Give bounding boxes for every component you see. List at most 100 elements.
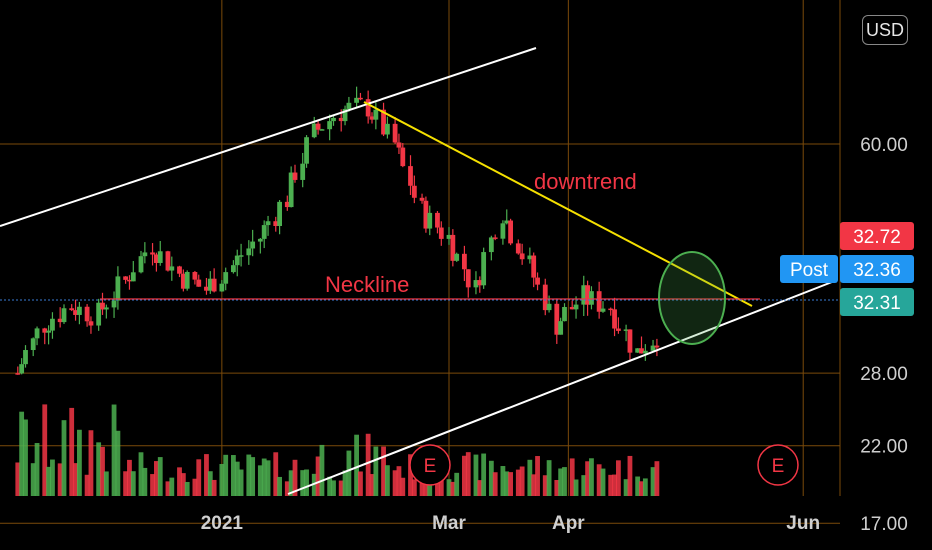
upper-channel-line[interactable] (0, 47, 537, 227)
last-price-badge: 32.31 (840, 288, 914, 316)
candle-body (77, 306, 82, 315)
volume-bar (23, 419, 28, 496)
candle-body (219, 283, 225, 292)
volume-bar (150, 474, 155, 496)
downtrend-line[interactable] (363, 101, 753, 307)
volume-bar (88, 430, 94, 496)
volume-bar (365, 433, 371, 496)
candle-body (231, 265, 236, 273)
candle-body (408, 166, 413, 186)
volume-bar (585, 461, 590, 496)
candle-body (46, 330, 51, 333)
candle-body (381, 109, 386, 135)
time-tick-label: 2021 (201, 513, 244, 534)
lower-channel-line[interactable] (287, 281, 833, 495)
volume-bar (115, 430, 121, 496)
volume-bar (15, 462, 21, 496)
volume-bar (138, 452, 144, 496)
time-axis[interactable]: 2021 Mar Apr Jun (201, 513, 820, 534)
volume-bar (30, 463, 36, 496)
candle-body (315, 123, 321, 130)
price-axis[interactable]: 100.00 60.00 28.00 22.00 17.00 (855, 0, 913, 535)
highlight-circle[interactable] (658, 251, 726, 345)
volume-bar (311, 473, 317, 496)
volume-bar (277, 476, 282, 496)
candle-body (446, 234, 452, 239)
candle-body (558, 321, 564, 335)
candle-body (454, 253, 460, 261)
volume-bars (15, 404, 660, 496)
volume-bar (123, 471, 128, 496)
volume-bar (84, 474, 90, 496)
candle-body (304, 137, 309, 164)
volume-bar (488, 460, 494, 496)
candle-body (331, 117, 336, 122)
volume-bar (261, 458, 267, 496)
candle-body (488, 237, 494, 253)
candle-body (358, 97, 363, 100)
volume-bar (42, 404, 48, 496)
time-tick-label: Apr (552, 513, 585, 534)
candle-body (246, 248, 252, 256)
candle-body (419, 197, 425, 201)
candle-body (365, 99, 371, 117)
volume-bar (515, 469, 521, 496)
volume-bar (142, 467, 148, 496)
candle-body (57, 318, 63, 323)
candle-body (96, 302, 102, 326)
candle-body (589, 291, 594, 305)
candle-body (234, 255, 240, 266)
candle-body (207, 278, 213, 291)
volume-bar (300, 470, 306, 496)
candle-body (396, 142, 402, 148)
candle-body (500, 223, 506, 239)
candle-body (100, 302, 105, 310)
candle-body (462, 253, 467, 270)
candle-body (103, 307, 109, 310)
currency-button[interactable]: USD (862, 15, 908, 45)
volume-bar (419, 474, 425, 496)
candle-body (492, 237, 498, 239)
candle-body (616, 328, 621, 331)
candle-body (562, 307, 567, 322)
volume-bar (438, 475, 444, 496)
volume-bar (558, 468, 564, 496)
volume-bar (265, 460, 271, 496)
candle-body (277, 201, 282, 226)
earnings-marker-future[interactable]: E (757, 444, 799, 486)
earnings-marker[interactable]: E (409, 444, 451, 486)
candle-body (73, 310, 78, 315)
candle-body (338, 117, 344, 122)
candle-body (450, 234, 456, 261)
candle-body (192, 272, 198, 280)
candle-body (42, 328, 48, 333)
candle-body (573, 304, 579, 310)
candle-body (157, 251, 163, 263)
volume-bar (627, 455, 633, 496)
volume-bar (238, 469, 244, 496)
candle-body (204, 286, 209, 291)
volume-bar (346, 450, 352, 496)
volume-bar (616, 460, 621, 496)
candle-body (273, 221, 279, 226)
candle-body (165, 251, 171, 271)
volume-bar (381, 446, 386, 496)
volume-bar (385, 465, 390, 496)
neckline-label: Neckline (325, 272, 409, 297)
candle-body (477, 280, 483, 286)
volume-bar (250, 457, 256, 496)
candle-body (211, 278, 217, 292)
candle-body (639, 348, 644, 354)
candle-body (342, 108, 348, 122)
high-price-badge: 32.72 (840, 222, 914, 250)
volume-bar (211, 479, 217, 496)
volume-bar (589, 458, 594, 496)
candle-body (169, 266, 175, 271)
volume-bar (446, 479, 452, 496)
candle-body (369, 116, 375, 120)
volume-bar (427, 480, 433, 496)
volume-bar (327, 476, 333, 496)
candle-body (142, 252, 148, 257)
candle-body (435, 212, 440, 228)
